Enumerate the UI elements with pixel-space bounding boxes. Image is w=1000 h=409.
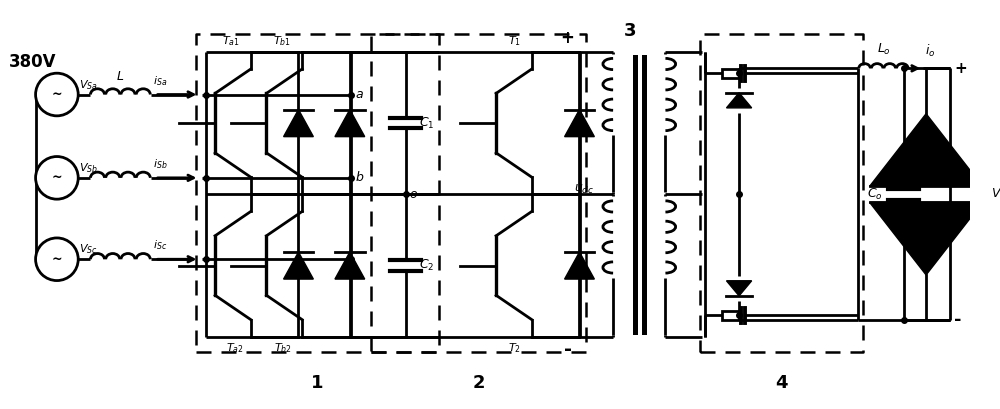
Circle shape [36,73,78,116]
Polygon shape [870,114,983,186]
Bar [722,311,739,320]
Polygon shape [335,252,365,279]
Polygon shape [870,202,983,275]
Text: $V_o$: $V_o$ [991,187,1000,202]
Text: $C_2$: $C_2$ [419,258,435,273]
Text: b: b [355,171,363,184]
Text: ~: ~ [52,171,62,184]
Text: $T_{b2}$: $T_{b2}$ [274,342,291,355]
Text: $T_2$: $T_2$ [508,342,521,355]
Text: $T_1$: $T_1$ [508,34,521,48]
Text: 380V: 380V [8,53,56,71]
Text: a: a [355,88,363,101]
Text: $V_{Sa}$: $V_{Sa}$ [79,78,98,92]
Text: 2: 2 [472,373,485,391]
Polygon shape [726,93,752,108]
Polygon shape [284,110,313,137]
Text: $u_{dc}$: $u_{dc}$ [574,183,595,196]
Text: +: + [561,29,575,47]
Text: $V_{Sb}$: $V_{Sb}$ [79,161,98,175]
Text: $T_{a1}$: $T_{a1}$ [222,34,240,48]
Polygon shape [565,110,594,137]
Text: $L$: $L$ [116,70,124,83]
Polygon shape [726,281,752,296]
Polygon shape [565,252,594,279]
Text: 4: 4 [775,373,788,391]
Text: ~: ~ [52,88,62,101]
Text: 3: 3 [624,22,637,40]
Text: +: + [954,61,967,76]
Bar [722,69,739,78]
Text: $C_o$: $C_o$ [867,187,882,202]
Text: ~: ~ [52,253,62,266]
Text: $L_o$: $L_o$ [877,42,890,57]
Text: o: o [410,188,417,201]
Text: $i_o$: $i_o$ [925,43,935,58]
Text: $i_{Sc}$: $i_{Sc}$ [153,239,168,252]
Text: -: - [564,340,572,359]
Text: $V_{Sc}$: $V_{Sc}$ [79,243,98,256]
Circle shape [36,157,78,199]
Polygon shape [284,252,313,279]
Circle shape [36,238,78,281]
Text: $T_{b1}$: $T_{b1}$ [273,34,291,48]
Polygon shape [335,110,365,137]
Text: 1: 1 [311,373,324,391]
Text: $C_1$: $C_1$ [419,116,435,130]
Text: -: - [954,311,962,329]
Text: $T_{a2}$: $T_{a2}$ [226,342,243,355]
Text: $i_{Sb}$: $i_{Sb}$ [153,157,168,171]
Text: $i_{Sa}$: $i_{Sa}$ [153,74,168,88]
